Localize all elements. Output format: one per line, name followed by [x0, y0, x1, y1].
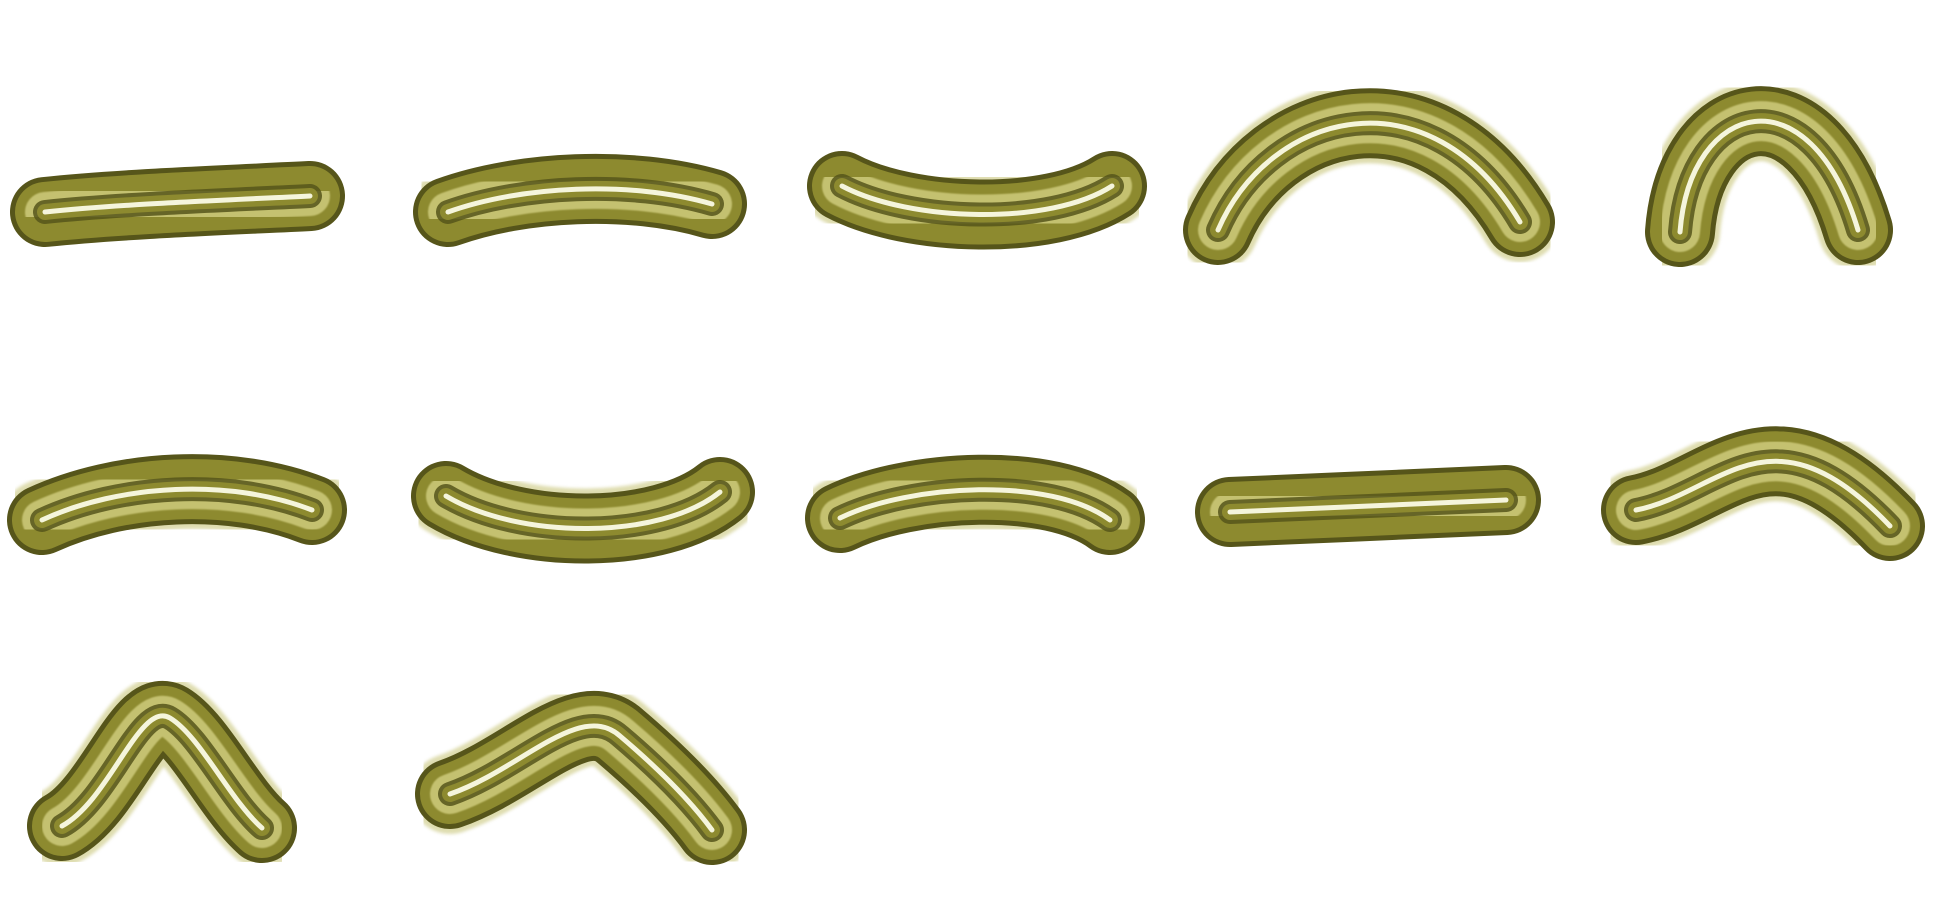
sprite-frame-deep-sag — [406, 452, 760, 569]
sprite-frames — [2, 81, 1930, 870]
sprite-frame-peak — [22, 676, 302, 868]
sprite-frame-center-hump — [410, 686, 752, 870]
sprite-frame-gentle-arch — [408, 148, 752, 252]
sprite-frame-straight — [5, 156, 350, 252]
sprite-frame-sag — [802, 146, 1152, 255]
sprite-frame-right-hump — [1596, 421, 1930, 566]
sprite-frame-straight-2 — [1190, 460, 1546, 552]
sprite-frame-narrow-arch — [1640, 81, 1898, 272]
sprite-frame-slight-arch-2 — [800, 449, 1150, 560]
sprite-frame-wide-arch — [1178, 83, 1560, 270]
sprite-frame-slight-arch — [2, 449, 352, 560]
